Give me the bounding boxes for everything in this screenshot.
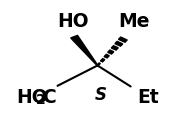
Polygon shape <box>100 59 105 62</box>
Polygon shape <box>115 41 123 46</box>
Text: Me: Me <box>118 12 149 31</box>
Polygon shape <box>71 35 98 66</box>
Polygon shape <box>108 50 114 54</box>
Text: HO: HO <box>57 12 89 31</box>
Polygon shape <box>97 63 100 66</box>
Polygon shape <box>104 54 109 58</box>
Text: 2: 2 <box>36 93 46 107</box>
Text: S: S <box>94 86 106 104</box>
Text: C: C <box>42 88 56 107</box>
Polygon shape <box>111 46 118 50</box>
Text: HO: HO <box>17 88 48 107</box>
Text: Et: Et <box>137 88 159 107</box>
Polygon shape <box>119 37 127 42</box>
